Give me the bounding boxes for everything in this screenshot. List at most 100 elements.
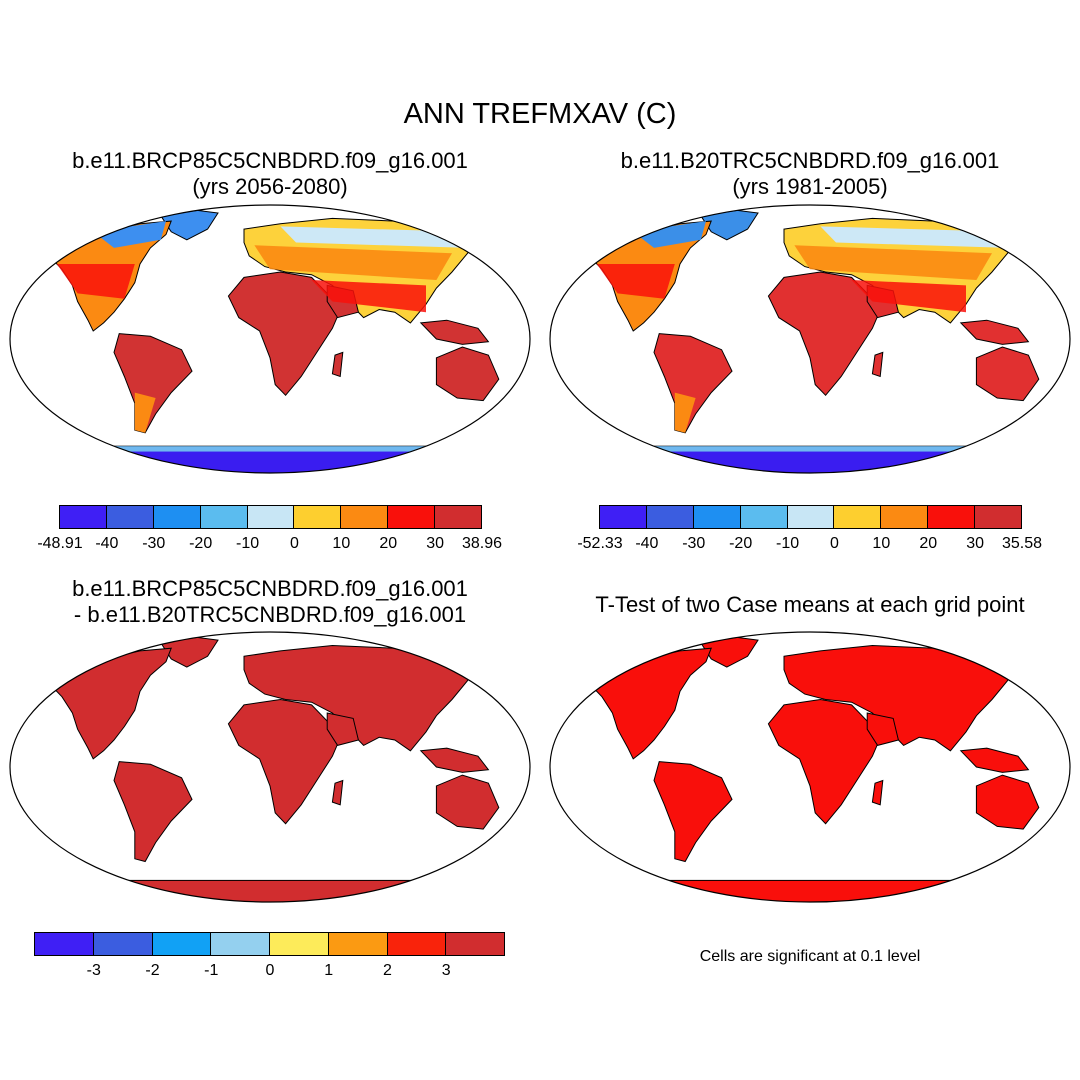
colorbar-swatch	[692, 505, 741, 529]
colorbar-swatch	[974, 505, 1022, 529]
band-antarctic-coast	[10, 446, 530, 452]
panel-title-difference-line1: b.e11.BRCP85C5CNBDRD.f09_g16.001	[72, 576, 468, 601]
landmass-africa	[767, 698, 884, 825]
colorbar-tick-label: 30	[426, 535, 445, 552]
band-canada-arctic	[633, 221, 706, 248]
colorbar-tick-label: 0	[265, 962, 275, 979]
landmass-madagascar	[331, 351, 344, 378]
band-south-asia	[851, 280, 966, 313]
landmass-madagascar	[871, 779, 884, 806]
panel-title-case2: b.e11.B20TRC5CNBDRD.f09_g16.001 (yrs 198…	[580, 148, 1040, 200]
colorbar-swatch	[269, 932, 329, 956]
panel-title-case1: b.e11.BRCP85C5CNBDRD.f09_g16.001 (yrs 20…	[40, 148, 500, 200]
colorbar-case2: -52.33 -40 -30 -20 -10 0 10 20 30 35.58	[577, 505, 1042, 565]
colorbar-swatch	[151, 932, 212, 956]
landmass-south-america	[113, 333, 193, 434]
band-siberia	[280, 226, 468, 248]
significance-note: Cells are significant at 0.1 level	[699, 948, 921, 965]
colorbar-swatch	[210, 932, 270, 956]
panel-title-case2-line2: (yrs 1981-2005)	[732, 174, 888, 199]
landmass-arabia	[866, 712, 900, 746]
colorbar-tick-label: 30	[966, 535, 985, 552]
colorbar-tick-label: 0	[289, 535, 299, 552]
colorbar-swatch	[645, 505, 694, 529]
panel-title-ttest-line1: T-Test of two Case means at each grid po…	[595, 592, 1025, 617]
panel-title-difference: b.e11.BRCP85C5CNBDRD.f09_g16.001 - b.e11…	[40, 576, 500, 628]
landmass-arabia	[326, 712, 360, 746]
colorbar-tick-label: -52.33	[577, 535, 623, 552]
colorbar-swatch	[246, 505, 295, 529]
band-patagonia	[134, 392, 156, 433]
band-south-asia	[311, 280, 426, 313]
map-difference	[9, 631, 531, 903]
colorbar-tick-label: -10	[235, 535, 260, 552]
colorbar-tick-label: 35.58	[1001, 535, 1043, 552]
colorbar-tick-label: 10	[872, 535, 891, 552]
colorbar-tick-label: 2	[383, 962, 392, 979]
landmass-namerica	[51, 647, 172, 760]
colorbar-tick-label: -30	[682, 535, 706, 552]
colorbar-tick-label: -3	[86, 962, 101, 979]
colorbar-swatch	[105, 505, 154, 529]
colorbar-swatch	[340, 505, 389, 529]
map-ttest	[549, 631, 1071, 903]
landmass-australia	[435, 774, 500, 830]
colorbar-swatch	[92, 932, 153, 956]
colorbar-swatch	[786, 505, 835, 529]
colorbar-swatch	[327, 932, 388, 956]
colorbar-tick-label: 1	[324, 962, 334, 979]
colorbar-swatch	[152, 505, 201, 529]
band-us	[596, 264, 675, 299]
colorbar-swatch	[386, 932, 447, 956]
colorbar-swatch	[59, 505, 107, 529]
map-case2	[549, 204, 1071, 474]
colorbar-tick-label: -1	[204, 962, 219, 979]
colorbar-tick-label: 20	[919, 535, 938, 552]
colorbar-tick-label: 20	[379, 535, 398, 552]
colorbar-swatch	[199, 505, 248, 529]
figure-title: ANN TREFMXAV (C)	[403, 98, 677, 130]
colorbar-swatch	[387, 505, 436, 529]
landmass-southeast-asia	[959, 319, 1030, 345]
colorbar-swatch	[445, 932, 505, 956]
band-canada-arctic	[93, 221, 166, 248]
colorbar-swatch	[880, 505, 929, 529]
landmass-samerica	[653, 761, 733, 863]
colorbar-tick-label: -2	[145, 962, 160, 979]
colorbar-swatch	[599, 505, 647, 529]
landmass-antarctica	[10, 879, 530, 902]
landmass-africa	[227, 698, 344, 825]
colorbar-tick-label: -20	[729, 535, 753, 552]
colorbar-swatch	[34, 932, 94, 956]
band-siberia	[820, 226, 1008, 248]
panel-title-difference-line2: - b.e11.B20TRC5CNBDRD.f09_g16.001	[73, 602, 467, 627]
colorbar-case1: -48.91 -40 -30 -20 -10 0 10 20 30 38.96	[37, 505, 502, 565]
band-midlatitude	[254, 245, 452, 280]
colorbar-tick-label: -20	[189, 535, 213, 552]
colorbar-tick-label: -30	[142, 535, 166, 552]
landmass-samerica	[113, 761, 193, 863]
colorbar-swatch	[434, 505, 482, 529]
band-us	[56, 264, 135, 299]
panel-title-ttest: T-Test of two Case means at each grid po…	[560, 592, 1060, 618]
colorbar-tick-label: -10	[775, 535, 800, 552]
colorbar-swatch	[833, 505, 882, 529]
panel-title-case1-line1: b.e11.BRCP85C5CNBDRD.f09_g16.001	[72, 148, 468, 173]
map-frame	[9, 204, 531, 474]
landmass-australia	[975, 774, 1040, 830]
landmass-madagascar	[331, 779, 344, 806]
colorbar-difference: -3 -2 -1 0 1 2 3	[34, 932, 505, 992]
landmass-namerica	[591, 647, 712, 760]
landmass-madagascar	[871, 351, 884, 378]
colorbar-tick-label: -40	[95, 535, 119, 552]
colorbar-swatch	[927, 505, 976, 529]
colorbar-tick-label: 3	[441, 962, 451, 979]
band-antarctic-coast	[550, 446, 1070, 452]
colorbar-tick-label: 38.96	[461, 535, 503, 552]
band-midlatitude	[794, 245, 992, 280]
landmass-southeast-asia	[419, 319, 490, 345]
landmass-australia	[975, 346, 1040, 402]
colorbar-tick-label: 0	[829, 535, 839, 552]
colorbar-tick-label: 10	[332, 535, 351, 552]
